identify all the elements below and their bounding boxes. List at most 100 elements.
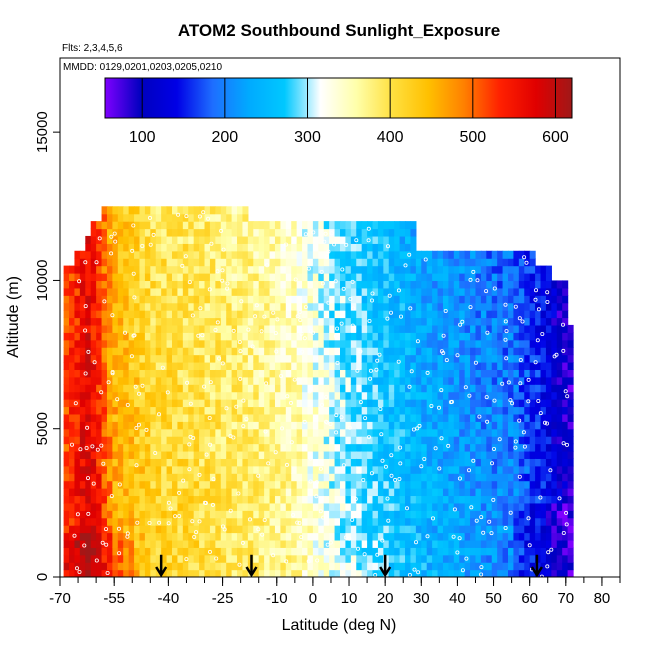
sample-point bbox=[85, 425, 90, 430]
heatmap-cell bbox=[518, 258, 525, 267]
heatmap-cell bbox=[367, 532, 374, 541]
heatmap-cell bbox=[302, 421, 309, 430]
heatmap-cell bbox=[491, 280, 498, 289]
heatmap-cell bbox=[453, 517, 460, 526]
heatmap-cell bbox=[432, 502, 439, 511]
heatmap-cell bbox=[513, 347, 520, 356]
heatmap-cell bbox=[134, 569, 141, 577]
heatmap-cell bbox=[545, 406, 552, 415]
heatmap-cell bbox=[172, 539, 179, 548]
heatmap-cell bbox=[264, 436, 271, 445]
heatmap-cell bbox=[340, 510, 347, 519]
heatmap-cell bbox=[323, 436, 330, 445]
heatmap-cell bbox=[480, 391, 487, 400]
heatmap-cell bbox=[432, 324, 439, 333]
heatmap-cell bbox=[106, 354, 113, 363]
heatmap-cell bbox=[405, 391, 412, 400]
heatmap-cell bbox=[96, 295, 103, 304]
heatmap-cell bbox=[106, 339, 113, 348]
heatmap-cell bbox=[529, 488, 536, 497]
heatmap-cell bbox=[329, 347, 336, 356]
heatmap-cell bbox=[518, 421, 525, 430]
heatmap-cell bbox=[513, 250, 520, 259]
heatmap-cell bbox=[63, 525, 70, 534]
heatmap-cell bbox=[291, 458, 298, 467]
heatmap-cell bbox=[426, 436, 433, 445]
heatmap-cell bbox=[209, 287, 216, 296]
heatmap-cell bbox=[529, 258, 536, 267]
heatmap-cell bbox=[545, 310, 552, 319]
heatmap-cell bbox=[220, 480, 227, 489]
sample-point bbox=[452, 507, 457, 512]
heatmap-cell bbox=[377, 562, 384, 571]
heatmap-cell bbox=[475, 391, 482, 400]
heatmap-cell bbox=[274, 376, 281, 385]
heatmap-cell bbox=[63, 317, 70, 326]
heatmap-cell bbox=[361, 317, 368, 326]
sample-point bbox=[259, 329, 264, 334]
heatmap-cell bbox=[345, 221, 352, 230]
heatmap-cell bbox=[247, 480, 254, 489]
heatmap-cell bbox=[112, 295, 119, 304]
heatmap-cell bbox=[161, 235, 168, 244]
heatmap-cell bbox=[166, 495, 173, 504]
heatmap-cell bbox=[372, 525, 379, 534]
heatmap-cell bbox=[486, 480, 493, 489]
heatmap-cell bbox=[540, 287, 547, 296]
sample-point bbox=[423, 257, 428, 262]
heatmap-cell bbox=[85, 332, 92, 341]
heatmap-cell bbox=[464, 473, 471, 482]
heatmap-cell bbox=[274, 273, 281, 282]
heatmap-cell bbox=[112, 465, 119, 474]
sample-point bbox=[253, 314, 258, 319]
heatmap-cell bbox=[285, 413, 292, 422]
heatmap-cell bbox=[193, 562, 200, 571]
heatmap-cell bbox=[545, 265, 552, 274]
heatmap-cell bbox=[502, 347, 509, 356]
heatmap-cell bbox=[112, 406, 119, 415]
heatmap-cell bbox=[280, 228, 287, 237]
heatmap-cell bbox=[340, 465, 347, 474]
heatmap-cell bbox=[345, 443, 352, 452]
heatmap-cell bbox=[388, 443, 395, 452]
heatmap-cell bbox=[285, 369, 292, 378]
sample-point bbox=[207, 415, 212, 420]
heatmap-cell bbox=[535, 525, 542, 534]
sample-point bbox=[355, 546, 360, 551]
heatmap-cell bbox=[237, 547, 244, 556]
heatmap-cell bbox=[106, 369, 113, 378]
heatmap-cell bbox=[231, 384, 238, 393]
heatmap-cell bbox=[280, 502, 287, 511]
heatmap-cell bbox=[215, 562, 222, 571]
colorbar-gradient bbox=[104, 77, 573, 119]
heatmap-cell bbox=[410, 287, 417, 296]
sample-point bbox=[543, 420, 548, 425]
heatmap-cell bbox=[155, 376, 162, 385]
heatmap-cell bbox=[161, 265, 168, 274]
heatmap-cell bbox=[247, 295, 254, 304]
heatmap-cell bbox=[421, 361, 428, 370]
heatmap-cell bbox=[453, 465, 460, 474]
heatmap-cell bbox=[361, 539, 368, 548]
heatmap-cell bbox=[155, 332, 162, 341]
heatmap-cell bbox=[361, 554, 368, 563]
heatmap-cell bbox=[144, 554, 151, 563]
heatmap-cell bbox=[567, 339, 574, 348]
heatmap-cell bbox=[524, 265, 531, 274]
sample-point bbox=[94, 558, 99, 563]
heatmap-cell bbox=[394, 317, 401, 326]
heatmap-cell bbox=[85, 339, 92, 348]
sample-point bbox=[238, 376, 243, 381]
heatmap-cell bbox=[545, 413, 552, 422]
heatmap-cell bbox=[177, 465, 184, 474]
heatmap-cell bbox=[106, 376, 113, 385]
sample-point bbox=[534, 288, 539, 293]
heatmap-cell bbox=[161, 406, 168, 415]
heatmap-cell bbox=[134, 213, 141, 222]
heatmap-cell bbox=[264, 480, 271, 489]
heatmap-cell bbox=[204, 273, 211, 282]
heatmap-cell bbox=[134, 376, 141, 385]
heatmap-cell bbox=[172, 532, 179, 541]
heatmap-cell bbox=[264, 384, 271, 393]
heatmap-cell bbox=[79, 428, 86, 437]
